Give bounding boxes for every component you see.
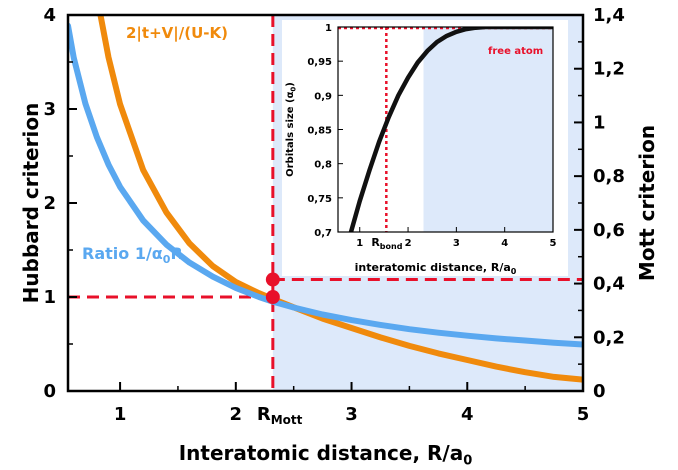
threshold-label: RMott — [257, 404, 303, 427]
inset-series-line — [348, 27, 553, 232]
inset-y-tick-label-1: 0,75 — [307, 194, 332, 205]
inset-y-tick-label-6: 1 — [325, 23, 332, 34]
inset-y-tick-label-2: 0,8 — [314, 160, 332, 171]
inset-y-tick-label-0: 0,7 — [314, 228, 332, 239]
inset-x-axis-label: interatomic distance, R/a0 — [355, 261, 517, 276]
y-left-tick-label-1: 1 — [43, 287, 56, 308]
y-right-tick-label-5: 1 — [593, 112, 606, 133]
y-right-tick-label-7: 1,4 — [593, 5, 625, 26]
marker-point-1 — [265, 272, 280, 287]
y-left-tick-label-0: 0 — [43, 381, 56, 402]
series-label-1: Ratio 1/α0R — [82, 244, 183, 266]
inset-x-tick-label-4: 5 — [550, 238, 557, 249]
y-left-tick-label-3: 3 — [43, 99, 56, 120]
y-right-tick-label-2: 0,4 — [593, 274, 625, 295]
inset-x-tick-label-2: 3 — [453, 238, 460, 249]
y-axis-right-label: Mott criterion — [635, 125, 659, 281]
x-tick-label-2: 3 — [345, 404, 358, 425]
y-axis-left-label: Hubbard criterion — [19, 103, 43, 304]
y-right-tick-label-1: 0,2 — [593, 327, 625, 348]
y-right-tick-label-4: 0,8 — [593, 166, 625, 187]
y-right-tick-label-6: 1,2 — [593, 59, 625, 80]
y-left-tick-label-4: 4 — [43, 5, 56, 26]
inset-x-tick-label-1: 2 — [405, 238, 412, 249]
inset-shaded-region — [423, 27, 553, 232]
x-tick-label-0: 1 — [114, 404, 127, 425]
y-left-tick-label-2: 2 — [43, 193, 56, 214]
series-label-0: 2|t+V|/(U-K) — [126, 24, 228, 43]
y-right-tick-label-0: 0 — [593, 381, 606, 402]
inset-plot-area — [338, 27, 553, 232]
inset-y-tick-label-5: 0,95 — [307, 57, 332, 68]
x-axis-label: Interatomic distance, R/a0 — [179, 441, 473, 469]
inset-free-atom-label: free atom — [488, 46, 543, 57]
x-tick-label-3: 4 — [461, 404, 474, 425]
x-tick-label-1: 2 — [230, 404, 243, 425]
series-line-1 — [68, 22, 583, 348]
inset-y-axis-label: Orbitals size (α0) — [285, 82, 297, 177]
plot-area — [68, 15, 583, 391]
x-tick-label-4: 5 — [577, 404, 590, 425]
series-line-0 — [97, 15, 583, 383]
marker-point-0 — [265, 290, 280, 304]
y-right-tick-label-3: 0,6 — [593, 220, 625, 241]
inset-x-tick-label-3: 4 — [501, 238, 508, 249]
inset-x-tick-label-0: 1 — [356, 238, 363, 249]
inset-y-tick-label-4: 0,9 — [314, 91, 332, 102]
inset-y-tick-label-3: 0,85 — [307, 126, 332, 137]
